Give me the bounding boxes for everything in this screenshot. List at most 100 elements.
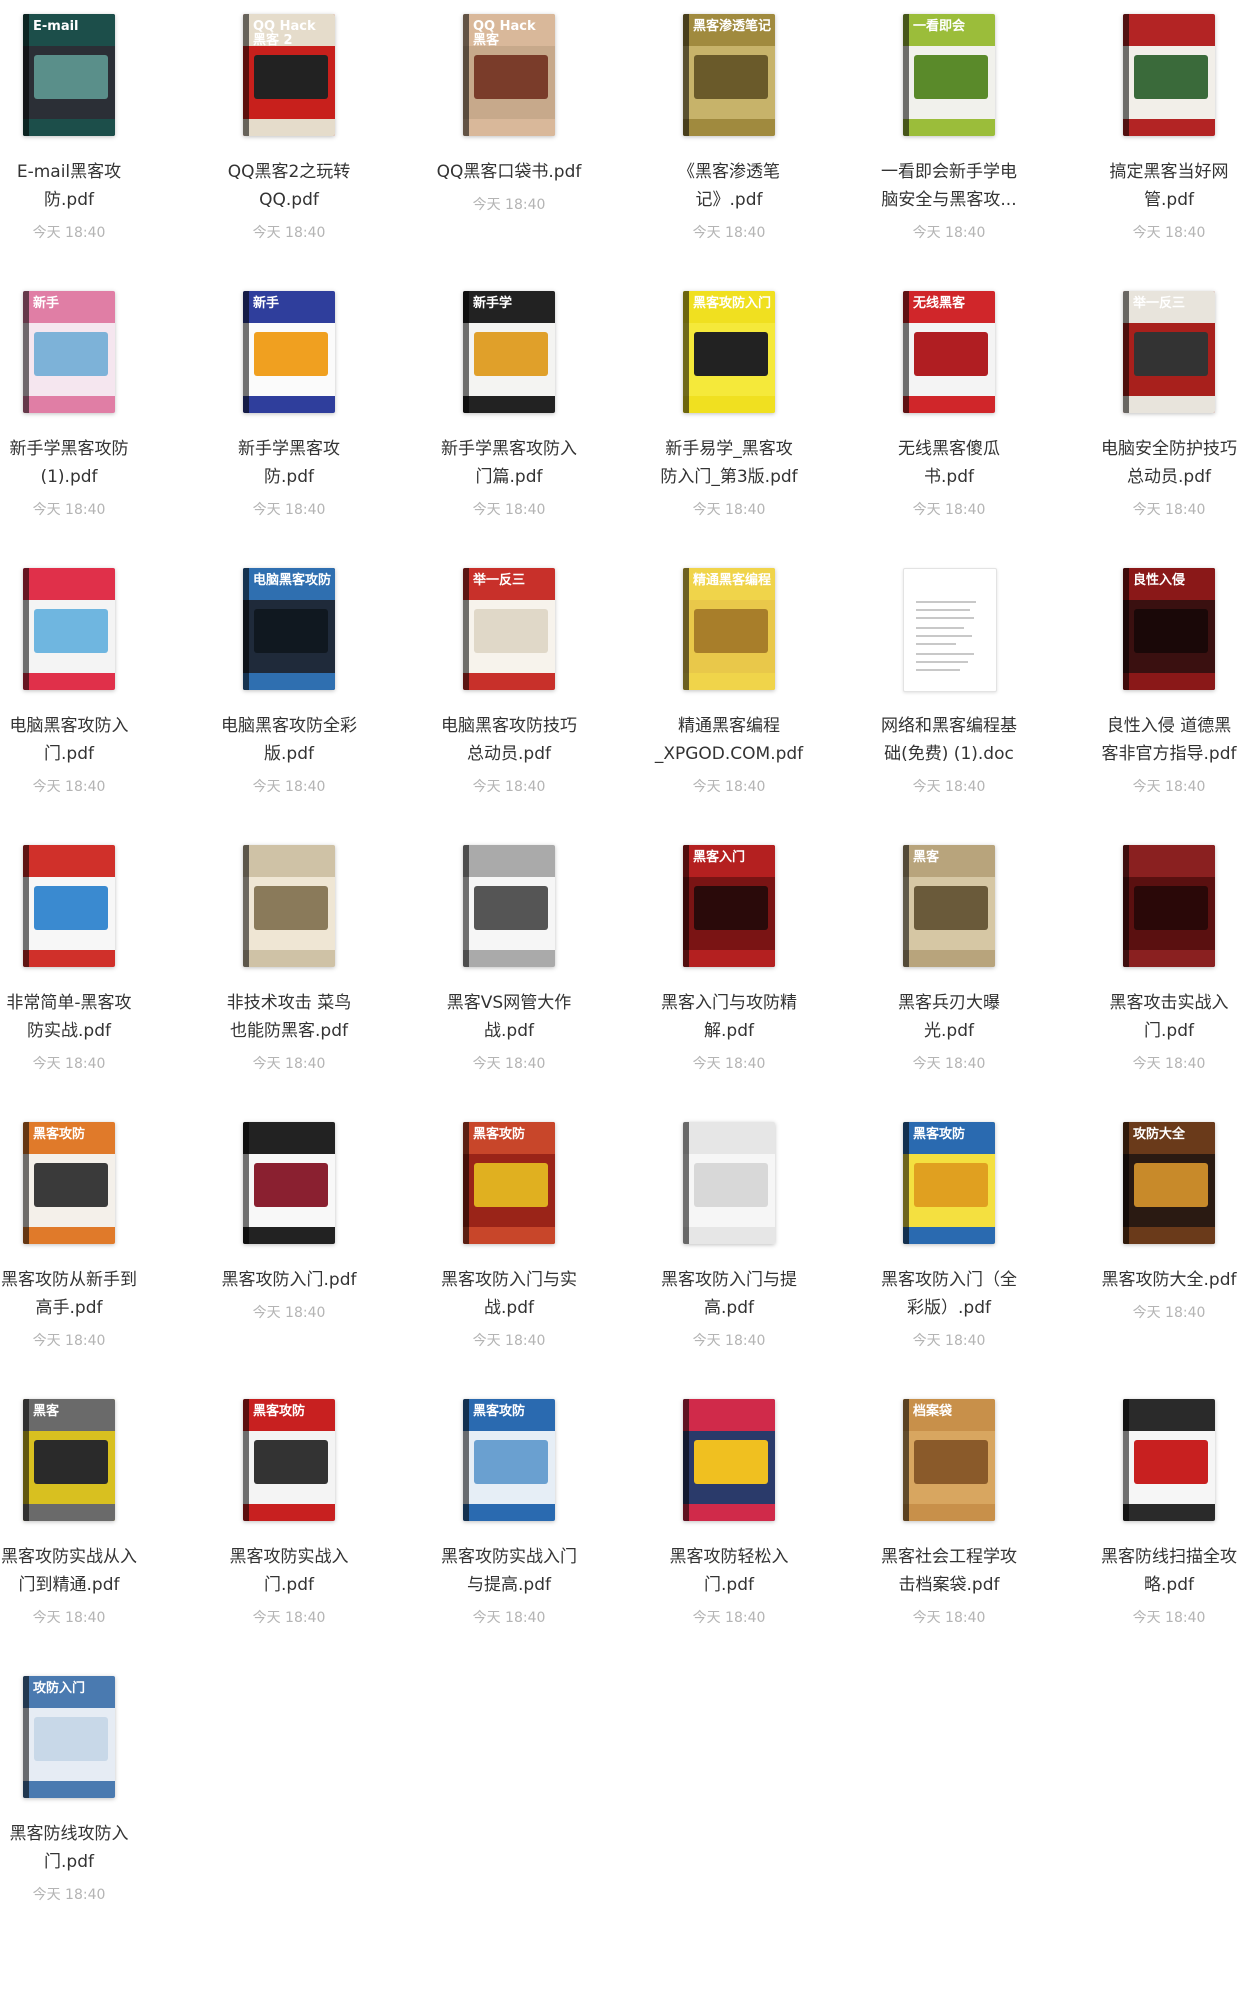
cover-art xyxy=(474,332,548,377)
file-modified-time: 今天 18:40 xyxy=(32,1056,106,1072)
file-item[interactable]: 黑客攻击实战入 门.pdf 今天 18:40 xyxy=(1064,831,1259,1101)
file-item[interactable]: 黑客攻防入门.pdf 今天 18:40 xyxy=(184,1108,394,1378)
cover-band xyxy=(903,14,995,46)
cover-title: QQ Hack 黑客 2 xyxy=(253,19,316,48)
book-cover-thumbnail xyxy=(683,1399,775,1521)
file-name: 网络和黑客编程基 础(免费) (1).doc xyxy=(844,712,1054,768)
file-item[interactable]: QQ Hack 黑客 2 QQ黑客2之玩转 QQ.pdf 今天 18:40 xyxy=(184,0,394,270)
cover-band xyxy=(243,1399,335,1431)
file-name-line: 书.pdf xyxy=(924,467,974,487)
cover-art xyxy=(474,609,548,654)
book-cover-thumbnail xyxy=(23,845,115,967)
cover-footer xyxy=(683,1503,775,1521)
file-name: 《黑客渗透笔 记》.pdf xyxy=(624,158,834,214)
file-modified-time: 今天 18:40 xyxy=(912,1056,986,1072)
cover-band xyxy=(683,845,775,877)
file-item[interactable]: 良性入侵 良性入侵 道德黑 客非官方指导.pdf 今天 18:40 xyxy=(1064,554,1259,824)
book-cover-thumbnail: 黑客渗透笔记 xyxy=(683,14,775,136)
file-item[interactable]: 无线黑客 无线黑客傻瓜 书.pdf 今天 18:40 xyxy=(844,277,1054,547)
text-line xyxy=(916,661,968,663)
cover-band xyxy=(23,1676,115,1708)
file-item[interactable]: 黑客入门 黑客入门与攻防精 解.pdf 今天 18:40 xyxy=(624,831,834,1101)
file-name-line: 脑安全与黑客攻... xyxy=(881,190,1017,210)
file-item[interactable]: 黑客攻防 黑客攻防从新手到 高手.pdf 今天 18:40 xyxy=(0,1108,174,1378)
file-name: E-mail黑客攻 防.pdf xyxy=(0,158,174,214)
file-item[interactable]: 一看即会 一看即会新手学电 脑安全与黑客攻... 今天 18:40 xyxy=(844,0,1054,270)
file-item[interactable]: 搞定黑客当好网 管.pdf 今天 18:40 xyxy=(1064,0,1259,270)
text-line xyxy=(916,617,974,619)
file-modified-time: 今天 18:40 xyxy=(32,1610,106,1626)
file-name-line: 电脑黑客攻防全彩 xyxy=(221,716,357,736)
file-item[interactable]: 黑客攻防 黑客攻防入门与实 战.pdf 今天 18:40 xyxy=(404,1108,614,1378)
book-cover-thumbnail: 一看即会 xyxy=(903,14,995,136)
file-item[interactable]: 黑客防线扫描全攻 略.pdf 今天 18:40 xyxy=(1064,1385,1259,1655)
file-modified-time: 今天 18:40 xyxy=(252,1610,326,1626)
file-item[interactable]: 黑客攻防 黑客攻防入门（全 彩版）.pdf 今天 18:40 xyxy=(844,1108,1054,1378)
file-item[interactable]: 新手 新手学黑客攻 防.pdf 今天 18:40 xyxy=(184,277,394,547)
cover-art xyxy=(914,886,988,931)
file-name-line: 非常简单-黑客攻 xyxy=(6,993,132,1013)
text-line xyxy=(916,601,976,603)
file-item[interactable]: 黑客攻防入门与提 高.pdf 今天 18:40 xyxy=(624,1108,834,1378)
file-name-line: 管.pdf xyxy=(1144,190,1194,210)
file-name-line: 黑客攻防入门（全 xyxy=(881,1270,1017,1290)
cover-art xyxy=(1134,332,1208,377)
file-name: 黑客攻防实战入门 与提高.pdf xyxy=(404,1543,614,1599)
file-modified-time: 今天 18:40 xyxy=(32,1333,106,1349)
file-name: 电脑黑客攻防全彩 版.pdf xyxy=(184,712,394,768)
file-item[interactable]: 电脑黑客攻防 电脑黑客攻防全彩 版.pdf 今天 18:40 xyxy=(184,554,394,824)
cover-art xyxy=(34,1717,108,1762)
cover-band xyxy=(1123,1122,1215,1154)
cover-footer xyxy=(463,1503,555,1521)
cover-title: 黑客 xyxy=(33,1404,60,1419)
file-name-line: 黑客攻防入门与实 xyxy=(441,1270,577,1290)
file-item[interactable]: 黑客渗透笔记 《黑客渗透笔 记》.pdf 今天 18:40 xyxy=(624,0,834,270)
file-item[interactable]: 黑客VS网管大作 战.pdf 今天 18:40 xyxy=(404,831,614,1101)
file-item[interactable]: 黑客攻防 黑客攻防实战入门 与提高.pdf 今天 18:40 xyxy=(404,1385,614,1655)
file-item[interactable]: 非技术攻击 菜鸟 也能防黑客.pdf 今天 18:40 xyxy=(184,831,394,1101)
cover-title: 举一反三 xyxy=(473,573,526,588)
file-item[interactable]: 新手 新手学黑客攻防 (1).pdf 今天 18:40 xyxy=(0,277,174,547)
file-item[interactable]: QQ Hack 黑客 QQ黑客口袋书.pdf 今天 18:40 xyxy=(404,0,614,270)
file-name-line: 非技术攻击 菜鸟 xyxy=(226,993,352,1013)
file-item[interactable]: 黑客 黑客兵刃大曝 光.pdf 今天 18:40 xyxy=(844,831,1054,1101)
book-cover-thumbnail xyxy=(243,845,335,967)
book-cover-thumbnail xyxy=(1123,14,1215,136)
file-item[interactable]: 黑客 黑客攻防实战从入 门到精通.pdf 今天 18:40 xyxy=(0,1385,174,1655)
file-name-line: 黑客攻防入门与提 xyxy=(661,1270,797,1290)
book-cover-thumbnail: 新手 xyxy=(23,291,115,413)
file-item[interactable]: 精通黑客编程 精通黑客编程 _XPGOD.COM.pdf 今天 18:40 xyxy=(624,554,834,824)
file-item[interactable]: 非常简单-黑客攻 防实战.pdf 今天 18:40 xyxy=(0,831,174,1101)
file-item[interactable]: 攻防大全 黑客攻防大全.pdf 今天 18:40 xyxy=(1064,1108,1259,1378)
file-name-line: 门.pdf xyxy=(1144,1021,1194,1041)
book-cover-thumbnail: 新手 xyxy=(243,291,335,413)
cover-title: 黑客攻防入门 xyxy=(693,296,772,311)
file-name-line: 防.pdf xyxy=(44,190,94,210)
file-item[interactable]: 攻防入门 黑客防线攻防入 门.pdf 今天 18:40 xyxy=(0,1662,174,1932)
cover-footer xyxy=(243,118,335,136)
file-modified-time: 今天 18:40 xyxy=(472,502,546,518)
file-name-line: 黑客攻防实战入门 xyxy=(441,1547,577,1567)
file-item[interactable]: 举一反三 电脑安全防护技巧 总动员.pdf 今天 18:40 xyxy=(1064,277,1259,547)
file-name: 新手易学_黑客攻 防入门_第3版.pdf xyxy=(624,435,834,491)
file-item[interactable]: 举一反三 电脑黑客攻防技巧 总动员.pdf 今天 18:40 xyxy=(404,554,614,824)
cover-title: 新手 xyxy=(33,296,60,311)
file-item[interactable]: E-mail E-mail黑客攻 防.pdf 今天 18:40 xyxy=(0,0,174,270)
file-item[interactable]: 档案袋 黑客社会工程学攻 击档案袋.pdf 今天 18:40 xyxy=(844,1385,1054,1655)
book-cover-thumbnail: 精通黑客编程 xyxy=(683,568,775,690)
cover-art xyxy=(914,332,988,377)
file-name: 新手学黑客攻防入 门篇.pdf xyxy=(404,435,614,491)
file-modified-time: 今天 18:40 xyxy=(1132,502,1206,518)
file-name-line: 也能防黑客.pdf xyxy=(230,1021,348,1041)
file-item[interactable]: 新手学 新手学黑客攻防入 门篇.pdf 今天 18:40 xyxy=(404,277,614,547)
file-name: 黑客攻防大全.pdf xyxy=(1064,1266,1259,1294)
file-item[interactable]: 网络和黑客编程基 础(免费) (1).doc 今天 18:40 xyxy=(844,554,1054,824)
cover-band xyxy=(23,291,115,323)
file-item[interactable]: 电脑黑客攻防入 门.pdf 今天 18:40 xyxy=(0,554,174,824)
file-name-line: 高手.pdf xyxy=(35,1298,103,1318)
file-modified-time: 今天 18:40 xyxy=(472,1333,546,1349)
file-name: QQ黑客2之玩转 QQ.pdf xyxy=(184,158,394,214)
file-item[interactable]: 黑客攻防轻松入 门.pdf 今天 18:40 xyxy=(624,1385,834,1655)
file-item[interactable]: 黑客攻防入门 新手易学_黑客攻 防入门_第3版.pdf 今天 18:40 xyxy=(624,277,834,547)
file-item[interactable]: 黑客攻防 黑客攻防实战入 门.pdf 今天 18:40 xyxy=(184,1385,394,1655)
